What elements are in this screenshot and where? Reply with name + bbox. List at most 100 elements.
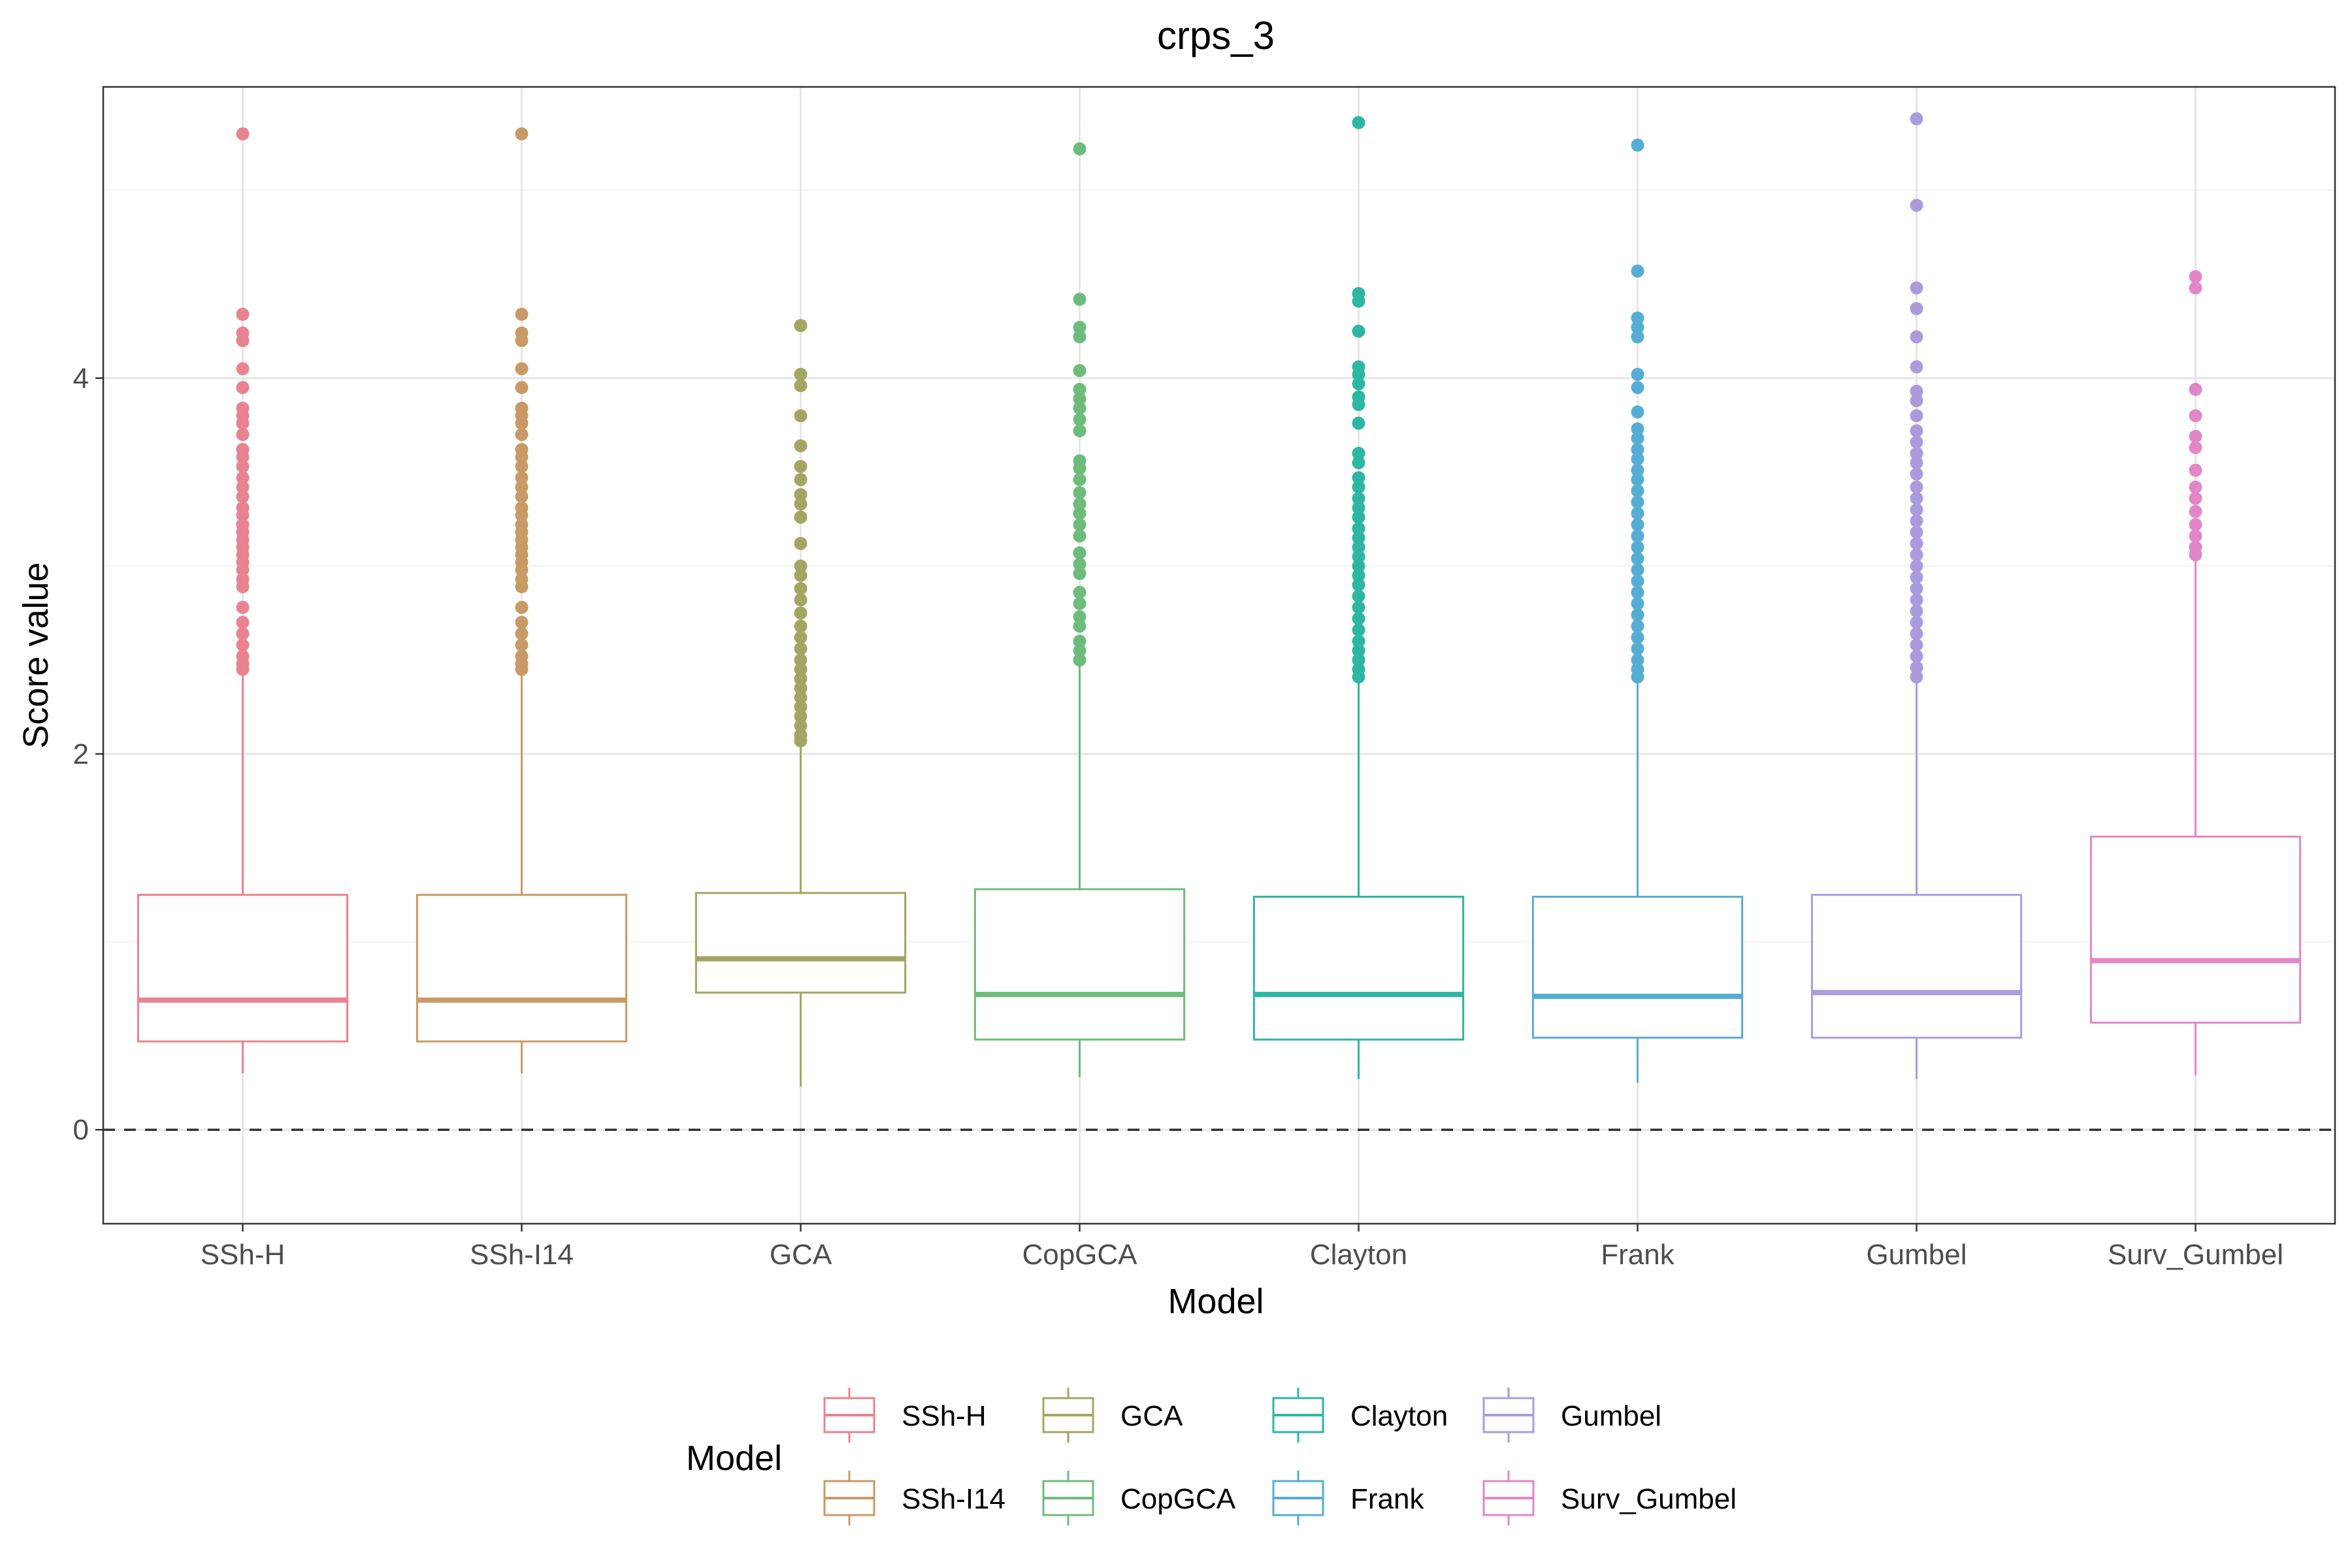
outlier-point [1073, 292, 1086, 306]
outlier-point [794, 593, 808, 607]
outlier-point [236, 580, 250, 594]
outlier-point [2189, 441, 2202, 455]
outlier-point [1073, 644, 1086, 657]
outlier-point [1631, 330, 1644, 344]
outlier-point [794, 606, 808, 620]
outlier-point [515, 600, 529, 614]
outlier-point [1631, 443, 1644, 457]
x-tick-label: Gumbel [1866, 1239, 1967, 1271]
outlier-point [1352, 634, 1365, 648]
box [1252, 896, 1465, 1041]
outlier-point [1631, 484, 1644, 498]
outlier-point [1631, 321, 1644, 335]
y-axis-label: Score value [16, 562, 56, 748]
outlier-point [1073, 142, 1086, 155]
y-axis: 0 2 4 [73, 363, 103, 1146]
outlier-point [1910, 435, 1923, 449]
outlier-point [2189, 409, 2202, 423]
legend-key [823, 1471, 875, 1526]
outlier-point [1073, 392, 1086, 406]
outlier-point [1352, 612, 1365, 625]
outlier-point [1910, 649, 1923, 663]
boxplot-SSh-I14 [416, 127, 628, 1073]
outlier-point [1910, 581, 1923, 595]
outlier-point [1631, 551, 1644, 565]
outlier-point [1910, 360, 1923, 374]
boxplots [137, 112, 2302, 1087]
outlier-point [1631, 518, 1644, 532]
outlier-point [1352, 368, 1365, 382]
outlier-point [794, 319, 808, 333]
outlier-point [236, 416, 250, 430]
outlier-point [1352, 510, 1365, 524]
outlier-point [2189, 463, 2202, 477]
legend-label: SSh-H [902, 1400, 987, 1432]
outlier-point [515, 459, 529, 473]
outlier-point [1073, 596, 1086, 610]
outlier-point [1631, 452, 1644, 466]
outlier-point [1631, 630, 1644, 644]
outlier-point [1352, 589, 1365, 603]
outlier-point [236, 428, 250, 442]
legend-title: Model [686, 1439, 782, 1478]
outlier-point [1352, 578, 1365, 592]
outlier-point [1910, 548, 1923, 562]
outlier-point [236, 662, 250, 676]
outlier-point [1352, 600, 1365, 614]
boxplot-CopGCA [973, 142, 1186, 1077]
box [694, 892, 907, 994]
outlier-point [1910, 480, 1923, 494]
boxplot-Clayton [1252, 116, 1465, 1079]
outlier-point [1352, 456, 1365, 470]
outlier-point [1910, 525, 1923, 539]
outlier-point [2189, 548, 2202, 562]
outlier-point [1352, 559, 1365, 573]
box [1531, 896, 1744, 1039]
outlier-point [236, 127, 250, 140]
outlier-point [236, 508, 250, 522]
x-tick-label: GCA [770, 1239, 832, 1271]
outlier-point [236, 600, 250, 614]
boxplot-Surv_Gumbel [2089, 270, 2302, 1075]
outlier-point [1910, 670, 1923, 684]
outlier-point [1631, 405, 1644, 419]
x-axis-label: Model [1168, 1282, 1264, 1321]
outlier-point [1073, 321, 1086, 335]
outlier-point [2189, 281, 2202, 295]
outlier-point [1910, 491, 1923, 505]
outlier-point [1910, 394, 1923, 408]
outlier-point [1073, 610, 1086, 624]
outlier-point [1073, 497, 1086, 511]
outlier-point [1910, 638, 1923, 652]
boxplot-Frank [1531, 139, 1744, 1083]
outlier-point [236, 638, 250, 652]
outlier-point [1631, 619, 1644, 633]
outlier-point [1910, 199, 1923, 212]
outlier-point [1073, 383, 1086, 397]
legend-label: Gumbel [1561, 1400, 1661, 1432]
outlier-point [1631, 540, 1644, 554]
outlier-point [794, 700, 808, 714]
legend: Model SSh-H SSh-I14 GCA CopGCA Clayton Frank G… [686, 1388, 1737, 1526]
outlier-point [1073, 330, 1086, 344]
boxplot-GCA [694, 319, 907, 1087]
outlier-point [1631, 463, 1644, 477]
outlier-point [1631, 529, 1644, 543]
outlier-point [794, 691, 808, 704]
outlier-point [1073, 546, 1086, 560]
outlier-point [1910, 503, 1923, 517]
outlier-point [515, 308, 529, 321]
outlier-point [1631, 653, 1644, 667]
outlier-point [236, 334, 250, 348]
y-tick-label: 4 [73, 363, 89, 395]
legend-label: SSh-I14 [902, 1483, 1005, 1515]
outlier-point [1631, 642, 1644, 655]
outlier-point [1910, 330, 1923, 344]
outlier-point [2189, 491, 2202, 505]
outlier-point [1910, 281, 1923, 295]
x-tick-label: Clayton [1310, 1239, 1407, 1271]
plot-border [102, 86, 2336, 1225]
x-tick-label: Surv_Gumbel [2108, 1239, 2283, 1271]
outlier-point [1352, 568, 1365, 582]
chart-title: crps_3 [1157, 14, 1275, 57]
